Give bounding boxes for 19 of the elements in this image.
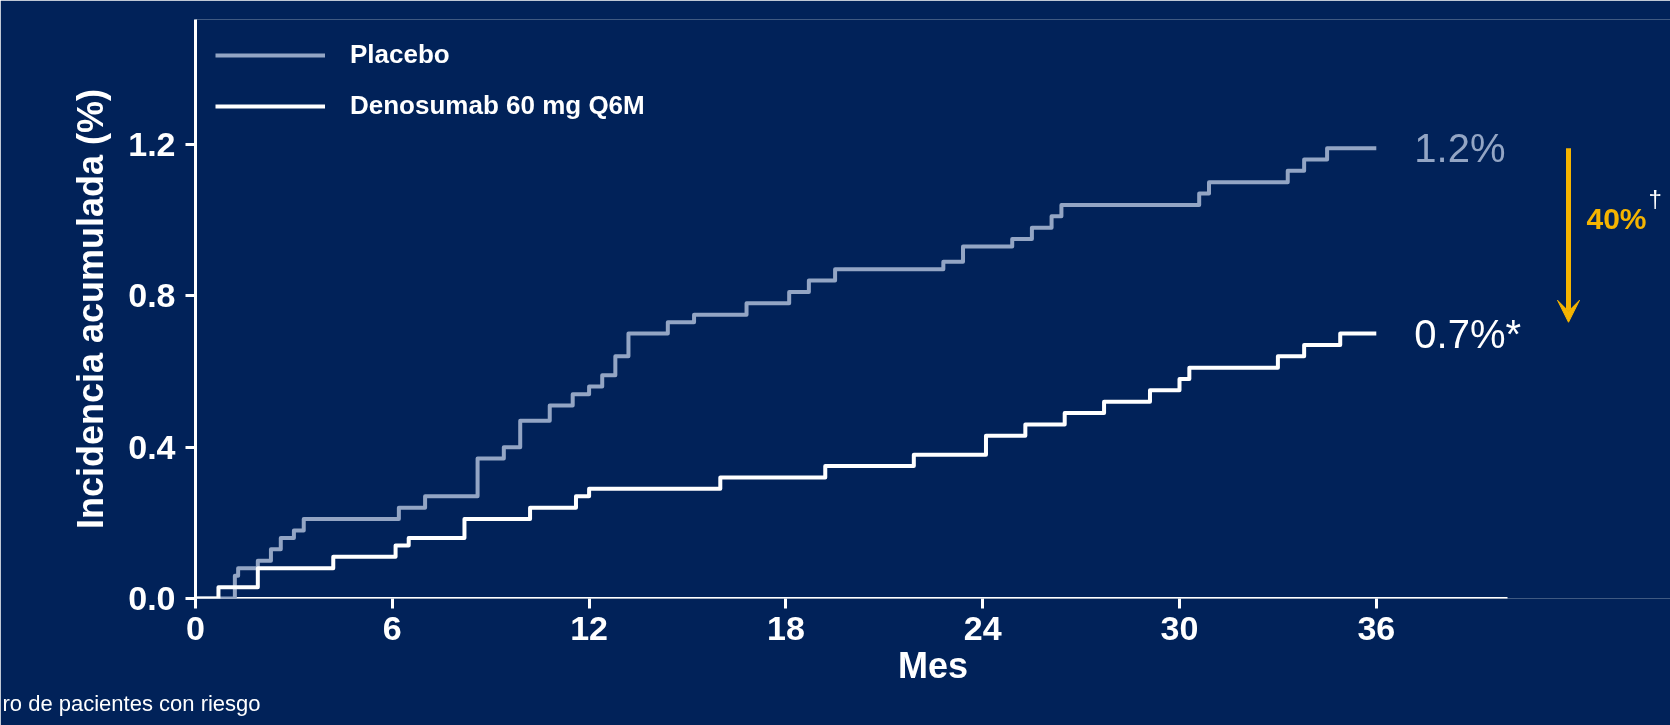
text: 40%† (1586, 184, 1662, 235)
legend-label: Denosumab 60 mg Q6M (350, 90, 645, 121)
text: ro de pacientes con riesgo (2, 690, 261, 716)
y-tick-label: 1.2 (128, 124, 176, 163)
x-tick-label: 18 (766, 608, 805, 647)
y-tick-label: 0.8 (128, 276, 176, 315)
x-tick-label: 24 (963, 608, 1002, 647)
y-tick-label: 0.4 (128, 427, 176, 466)
legend-label: Placebo (350, 39, 450, 70)
x-axis-title: Mes (897, 644, 969, 686)
x-tick-label: 12 (570, 608, 609, 647)
x-tick-label: 0 (186, 608, 205, 647)
x-tick-label: 6 (382, 608, 402, 647)
annotation: 0.7%* (1414, 311, 1522, 356)
y-axis-title: Incidencia acumulada (%) (70, 88, 112, 530)
annotation: 1.2% (1414, 126, 1506, 171)
x-tick-label: 36 (1357, 608, 1396, 647)
y-tick-label: 0.0 (128, 579, 176, 617)
x-tick-label: 30 (1160, 608, 1199, 647)
